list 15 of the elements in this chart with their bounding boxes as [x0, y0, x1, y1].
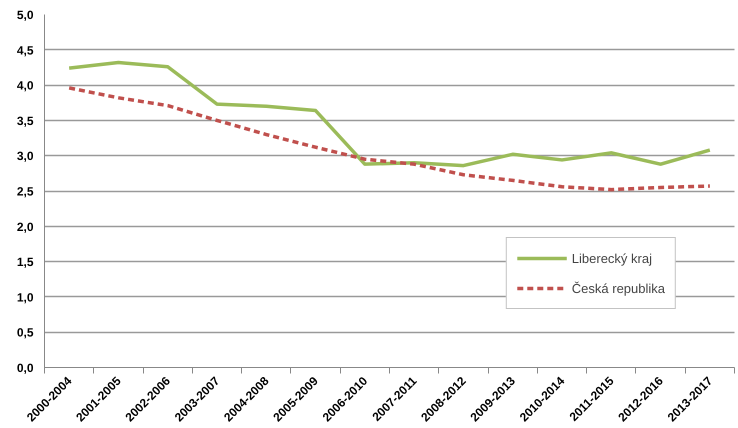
y-tick-label: 2,5	[16, 184, 34, 198]
legend-label: Liberecký kraj	[572, 250, 652, 266]
y-tick-label: 3,5	[16, 114, 34, 128]
y-tick-label: 1,0	[16, 290, 34, 304]
legend-label: Česká republika	[572, 280, 665, 296]
y-tick-label: 4,5	[16, 43, 34, 58]
y-tick-label: 2,0	[16, 220, 34, 234]
line-series	[67, 86, 712, 192]
y-tick-label: 5,0	[16, 8, 34, 22]
line-series	[67, 60, 712, 168]
y-tick-label: 4,0	[16, 78, 34, 93]
y-tick-label: 0,0	[16, 361, 34, 375]
y-tick-label: 0,5	[16, 326, 34, 340]
y-tick-label: 1,5	[16, 255, 34, 270]
y-tick-label: 3,0	[16, 149, 34, 164]
